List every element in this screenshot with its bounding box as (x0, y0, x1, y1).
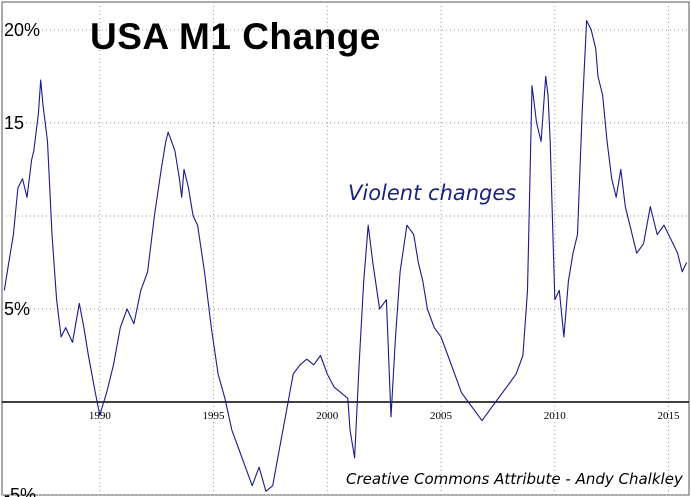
x-tick-label: 1995 (203, 410, 226, 422)
y-tick-label: 5% (4, 299, 30, 319)
y-tick-label: -5% (4, 485, 36, 497)
y-tick-label: 20% (4, 20, 40, 40)
credit-text: Creative Commons Attribute - Andy Chalkl… (346, 470, 683, 488)
x-tick-label: 2005 (430, 410, 453, 422)
annotation-text: Violent changes (348, 181, 517, 205)
chart-title: USA M1 Change (90, 16, 381, 57)
x-tick-label: 2010 (544, 410, 567, 422)
x-tick-label: 2000 (316, 410, 339, 422)
x-tick-label: 1990 (89, 410, 112, 422)
y-tick-label: 15 (4, 113, 24, 133)
x-tick-label: 2015 (658, 410, 681, 422)
series-line (3, 20, 688, 492)
